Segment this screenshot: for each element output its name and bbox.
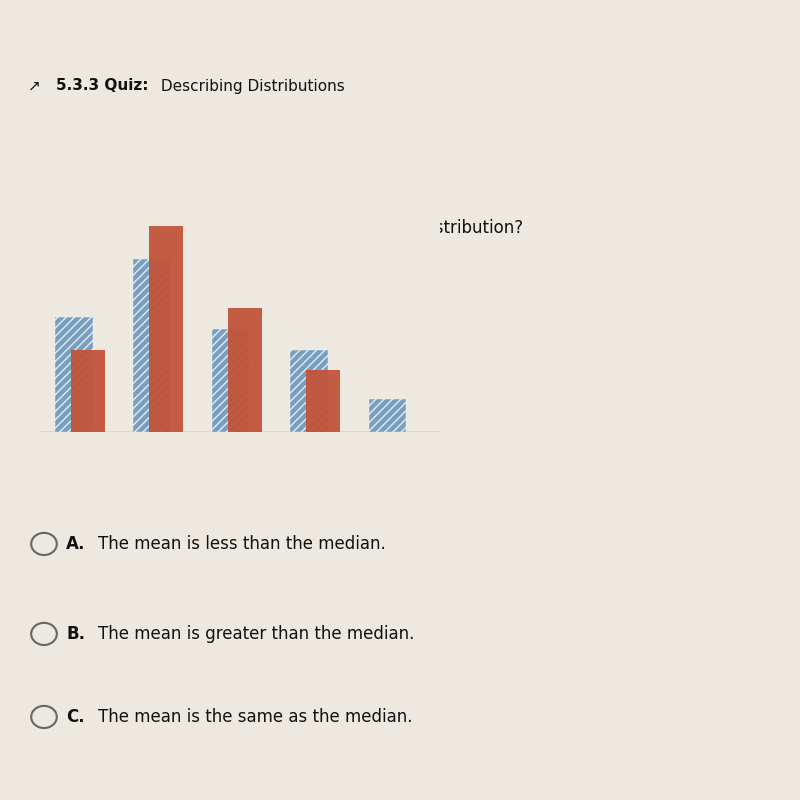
Bar xyxy=(71,350,105,432)
Bar xyxy=(290,350,328,432)
Bar xyxy=(212,329,250,432)
Bar xyxy=(134,259,171,432)
Text: A.: A. xyxy=(66,535,86,553)
Text: The mean is the same as the median.: The mean is the same as the median. xyxy=(98,708,412,726)
Text: C.: C. xyxy=(66,708,85,726)
Text: 5.3.3 Quiz:: 5.3.3 Quiz: xyxy=(56,78,149,94)
Text: The mean is greater than the median.: The mean is greater than the median. xyxy=(98,625,414,643)
Text: Describing Distributions: Describing Distributions xyxy=(156,78,345,94)
Bar xyxy=(369,399,406,432)
Text: Which statement is: Which statement is xyxy=(44,218,210,237)
Text: The mean is less than the median.: The mean is less than the median. xyxy=(98,535,386,553)
Text: Question 7 of 10: Question 7 of 10 xyxy=(44,157,211,174)
Bar xyxy=(228,309,262,432)
Text: B.: B. xyxy=(66,625,86,643)
Text: most: most xyxy=(178,218,220,237)
Text: likely to be true for this distribution?: likely to be true for this distribution? xyxy=(215,218,523,237)
Bar xyxy=(150,226,183,432)
Bar xyxy=(55,317,93,432)
Text: ↗: ↗ xyxy=(28,78,41,94)
Bar xyxy=(306,370,340,432)
